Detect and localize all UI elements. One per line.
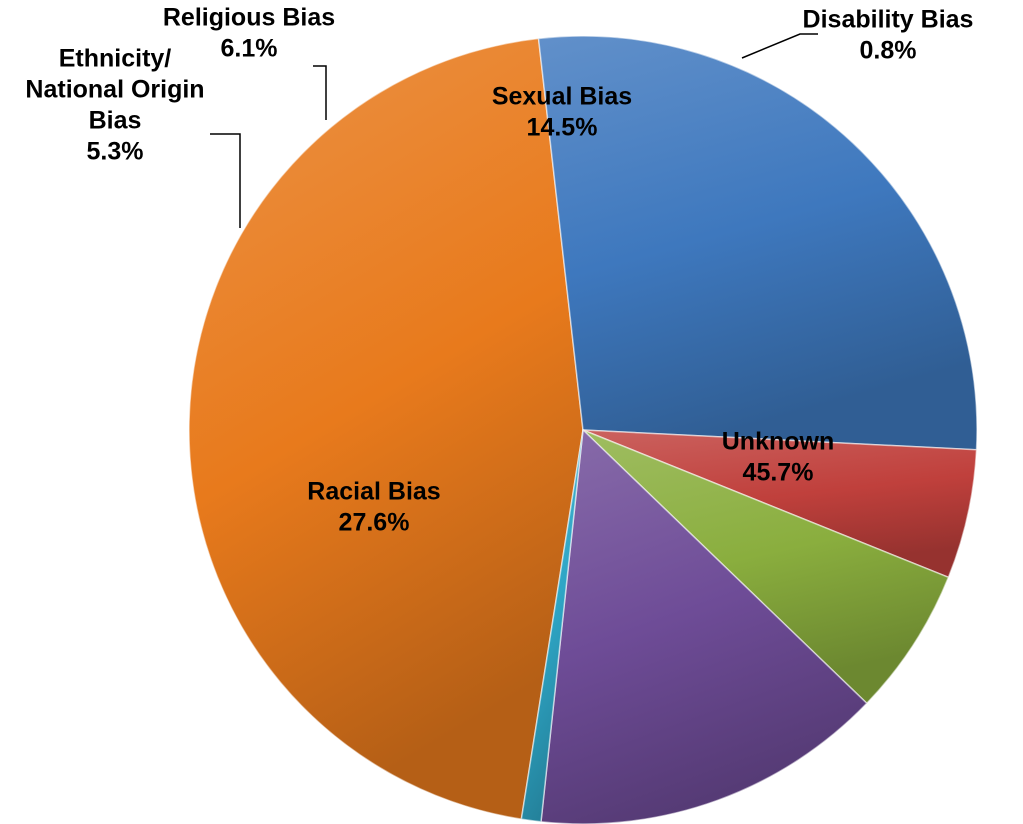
- slice-category-label: Bias: [89, 107, 142, 135]
- slices-layer: [188, 35, 978, 824]
- labels-layer: Unknown 45.7% Racial Bias 27.6% Ethnicity/Na…: [25, 4, 973, 537]
- slice-value-label: 0.8%: [860, 37, 917, 65]
- leader-line-ethnicity-national-origin-bias: [210, 133, 241, 228]
- leader-lines-layer: [210, 33, 818, 228]
- slice-label-disability-bias: Disability Bias 0.8%: [803, 6, 974, 65]
- slice-category-label: Sexual Bias: [492, 83, 632, 111]
- slice-value-label: 14.5%: [527, 114, 598, 142]
- leader-line-religious-bias: [313, 65, 327, 120]
- pie-slice-disability-bias: [520, 429, 584, 823]
- pie-slice-religious-bias: [582, 429, 950, 705]
- slice-label-sexual-bias: Sexual Bias 14.5%: [492, 83, 632, 142]
- slice-category-label: Racial Bias: [307, 478, 440, 506]
- slice-category-label: Ethnicity/: [59, 45, 172, 73]
- slice-value-label: 5.3%: [87, 138, 144, 166]
- slice-value-label: 27.6%: [339, 509, 410, 537]
- slice-category-label: National Origin: [25, 76, 204, 104]
- slice-category-label: Unknown: [722, 428, 835, 456]
- slice-label-racial-bias: Racial Bias 27.6%: [307, 478, 440, 537]
- slice-label-unknown: Unknown 45.7%: [722, 428, 835, 487]
- slice-value-label: 45.7%: [743, 459, 814, 487]
- pie-slice-racial-bias: [537, 35, 978, 451]
- pie-slice-unknown: [188, 37, 584, 821]
- slice-label-religious-bias: Religious Bias 6.1%: [163, 4, 335, 63]
- leader-line-disability-bias: [741, 33, 818, 59]
- slice-category-label: Disability Bias: [803, 6, 974, 34]
- slice-category-label: Religious Bias: [163, 4, 335, 32]
- slice-label-ethnicity-national-origin-bias: Ethnicity/National Origin Bias 5.3%: [25, 45, 204, 166]
- slice-value-label: 6.1%: [221, 35, 278, 63]
